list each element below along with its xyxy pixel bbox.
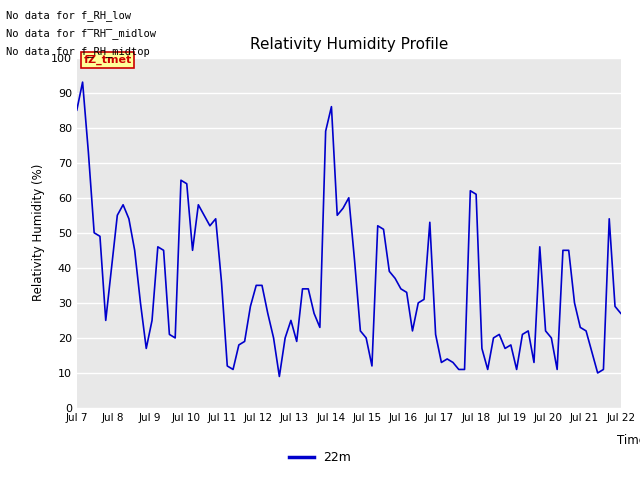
Text: No data for f̅RH̅_midlow: No data for f̅RH̅_midlow [6,28,156,39]
Legend: 22m: 22m [284,446,356,469]
Y-axis label: Relativity Humidity (%): Relativity Humidity (%) [33,164,45,301]
Text: No data for f_RH_midtop: No data for f_RH_midtop [6,46,150,57]
X-axis label: Time: Time [617,434,640,447]
Title: Relativity Humidity Profile: Relativity Humidity Profile [250,37,448,52]
Text: fZ_tmet: fZ_tmet [83,55,132,65]
Text: No data for f_RH_low: No data for f_RH_low [6,10,131,21]
